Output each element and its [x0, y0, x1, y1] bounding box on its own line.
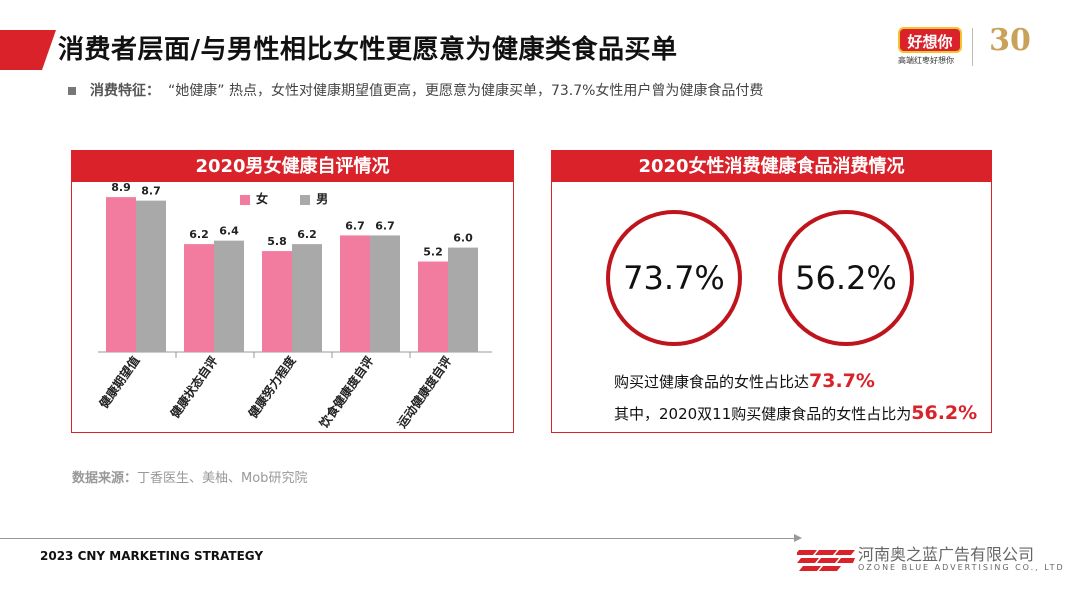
source-text: 丁香医生、美柚、Mob研究院 — [137, 471, 308, 486]
data-label-male-4: 6.0 — [453, 232, 473, 245]
brand-logo-sub: 高端红枣好想你 — [898, 56, 954, 65]
bar-female-3 — [340, 235, 370, 352]
company-name-en: OZONE BLUE ADVERTISING CO., LTD — [858, 563, 1065, 572]
data-label-male-2: 6.2 — [297, 228, 317, 241]
data-label-female-3: 6.7 — [345, 219, 365, 232]
anniversary-number: 30 — [989, 23, 1031, 58]
bar-female-2 — [262, 251, 292, 352]
legend-item-female: 女 — [240, 192, 268, 206]
brand-logo: 好想你 高端红枣好想你 — [898, 27, 968, 67]
data-label-female-0: 8.9 — [111, 182, 131, 194]
right-panel-title: 2020女性消费健康食品消费情况 — [552, 151, 991, 182]
category-label-0: 健康期望值 — [96, 353, 143, 411]
category-label-2: 健康努力程度 — [245, 352, 299, 420]
footer-rule — [0, 538, 800, 539]
footer-strategy-text: 2023 CNY MARKETING STRATEGY — [40, 549, 264, 563]
bar-male-3 — [370, 235, 400, 352]
stat-line-1: 购买过健康食品的女性占比达73.7% — [614, 370, 875, 392]
brand-logo-text: 好想你 — [898, 27, 962, 53]
legend-swatch-male — [300, 194, 311, 205]
legend-swatch-female — [240, 194, 250, 205]
health-bar-chart: 8.9 8.7 健康期望值 6.2 6.4 健康状态自评 5.8 6.2 健康努力程度 6.7 6.… — [96, 182, 492, 430]
stat-line-1-text: 购买过健康食品的女性占比达 — [614, 373, 810, 391]
data-label-female-4: 5.2 — [423, 246, 443, 259]
category-label-1: 健康状态自评 — [167, 353, 221, 421]
stat-circle-562: 56.2% — [778, 210, 914, 346]
bar-female-0 — [106, 197, 136, 352]
bullet-square-icon — [68, 87, 76, 95]
source-label: 数据来源： — [72, 471, 138, 486]
subtitle-text: “她健康” 热点，女性对健康期望值更高，更愿意为健康买单，73.7%女性用户曾为… — [168, 83, 764, 99]
left-panel-title: 2020男女健康自评情况 — [72, 151, 513, 182]
data-label-female-2: 5.8 — [267, 235, 287, 248]
data-label-male-1: 6.4 — [219, 225, 239, 238]
bar-male-0 — [136, 200, 166, 352]
bar-female-4 — [418, 261, 448, 352]
data-label-male-3: 6.7 — [375, 219, 395, 232]
stat-line-2-text: 其中，2020双11购买健康食品的女性占比为 — [614, 405, 912, 423]
data-label-female-1: 6.2 — [189, 228, 209, 241]
legend-label-male: 男 — [316, 192, 329, 206]
logo-divider — [972, 28, 973, 66]
category-label-3: 饮食健康度自评 — [315, 353, 376, 430]
subtitle-label: 消费特征： — [90, 83, 160, 99]
legend-label-female: 女 — [256, 192, 269, 206]
bar-male-1 — [214, 240, 244, 352]
female-consumption-panel: 2020女性消费健康食品消费情况 — [551, 150, 992, 433]
title-accent-bar — [0, 30, 56, 70]
stat-line-2: 其中，2020双11购买健康食品的女性占比为56.2% — [614, 402, 977, 424]
page-title: 消费者层面/与男性相比女性更愿意为健康类食品买单 — [58, 35, 678, 65]
chart-legend: 女 男 — [240, 190, 356, 207]
legend-item-male: 男 — [300, 192, 328, 206]
footer-arrow-icon — [794, 534, 802, 542]
stat-circle-737: 73.7% — [606, 210, 742, 346]
category-label-4: 运动健康度自评 — [394, 353, 454, 430]
bar-female-1 — [184, 244, 214, 352]
company-name: 河南奥之蓝广告有限公司 — [858, 545, 1035, 564]
bar-male-4 — [448, 247, 478, 352]
anniversary-badge: 30 — [982, 24, 1038, 68]
stat-line-2-value: 56.2% — [911, 402, 978, 424]
bar-male-2 — [292, 244, 322, 352]
company-logo-icon — [797, 550, 855, 571]
stat-line-1-value: 73.7% — [809, 370, 875, 392]
data-label-male-0: 8.7 — [141, 185, 161, 198]
subtitle: 消费特征： “她健康” 热点，女性对健康期望值更高，更愿意为健康买单，73.7%女… — [68, 80, 763, 100]
data-source: 数据来源：丁香医生、美柚、Mob研究院 — [72, 467, 307, 486]
